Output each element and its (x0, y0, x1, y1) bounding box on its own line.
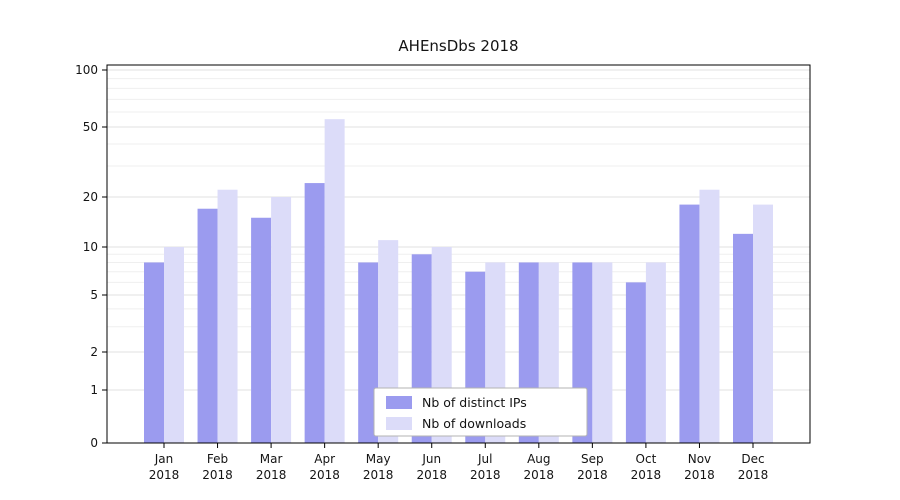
bar-distinct-ips (144, 262, 164, 443)
y-tick-label: 1 (90, 383, 98, 397)
bar-distinct-ips (679, 204, 700, 443)
x-tick-label-year: 2018 (309, 468, 340, 482)
bar-distinct-ips (733, 233, 753, 443)
y-tick-label: 5 (90, 288, 98, 302)
bar-downloads (271, 197, 292, 443)
bar-downloads (164, 247, 184, 443)
bar-downloads (645, 262, 666, 443)
x-tick-label-month: Jun (421, 452, 441, 466)
x-tick-label-year: 2018 (577, 468, 608, 482)
legend-box (373, 387, 588, 437)
bar-downloads (324, 119, 345, 444)
x-tick-label-month: Sep (581, 452, 604, 466)
bar-distinct-ips (625, 282, 646, 443)
x-tick-label-year: 2018 (470, 468, 501, 482)
bar-downloads (699, 189, 720, 443)
x-tick-label-month: Oct (636, 452, 657, 466)
x-tick-label-year: 2018 (684, 468, 715, 482)
x-tick-label-year: 2018 (256, 468, 287, 482)
bar-downloads (592, 262, 613, 443)
chart-title: AHEnsDbs 2018 (398, 37, 519, 55)
x-tick-label-month: Jan (154, 452, 174, 466)
x-tick-label-month: May (366, 452, 391, 466)
bar-distinct-ips (197, 208, 218, 443)
legend-label: Nb of downloads (422, 416, 526, 431)
x-tick-label-month: Feb (207, 452, 228, 466)
x-tick-label-year: 2018 (363, 468, 394, 482)
y-tick-label: 10 (83, 240, 98, 254)
x-tick-label-month: Nov (688, 452, 711, 466)
x-tick-label-month: Dec (741, 452, 764, 466)
bar-distinct-ips (358, 262, 379, 443)
y-tick-label: 50 (83, 120, 98, 134)
x-tick-label-month: Mar (260, 452, 283, 466)
bar-distinct-ips (251, 217, 272, 443)
x-tick-label-month: Jul (477, 452, 492, 466)
bar-downloads (753, 204, 773, 443)
x-tick-label-year: 2018 (738, 468, 769, 482)
bar-downloads (217, 189, 238, 443)
x-tick-label-year: 2018 (149, 468, 180, 482)
plot-border (106, 64, 811, 444)
x-tick-label-month: Apr (314, 452, 335, 466)
bar-distinct-ips (304, 183, 325, 444)
x-tick-label-month: Aug (527, 452, 550, 466)
x-tick-label-year: 2018 (524, 468, 555, 482)
y-tick-label: 100 (75, 63, 98, 77)
y-tick-label: 2 (90, 345, 98, 359)
legend-swatch (386, 396, 412, 409)
x-tick-label-year: 2018 (416, 468, 447, 482)
legend-swatch (386, 417, 412, 430)
x-tick-label-year: 2018 (202, 468, 233, 482)
legend-label: Nb of distinct IPs (422, 395, 527, 410)
y-tick-label: 0 (90, 436, 98, 450)
y-tick-label: 20 (83, 190, 98, 204)
x-tick-label-year: 2018 (631, 468, 662, 482)
